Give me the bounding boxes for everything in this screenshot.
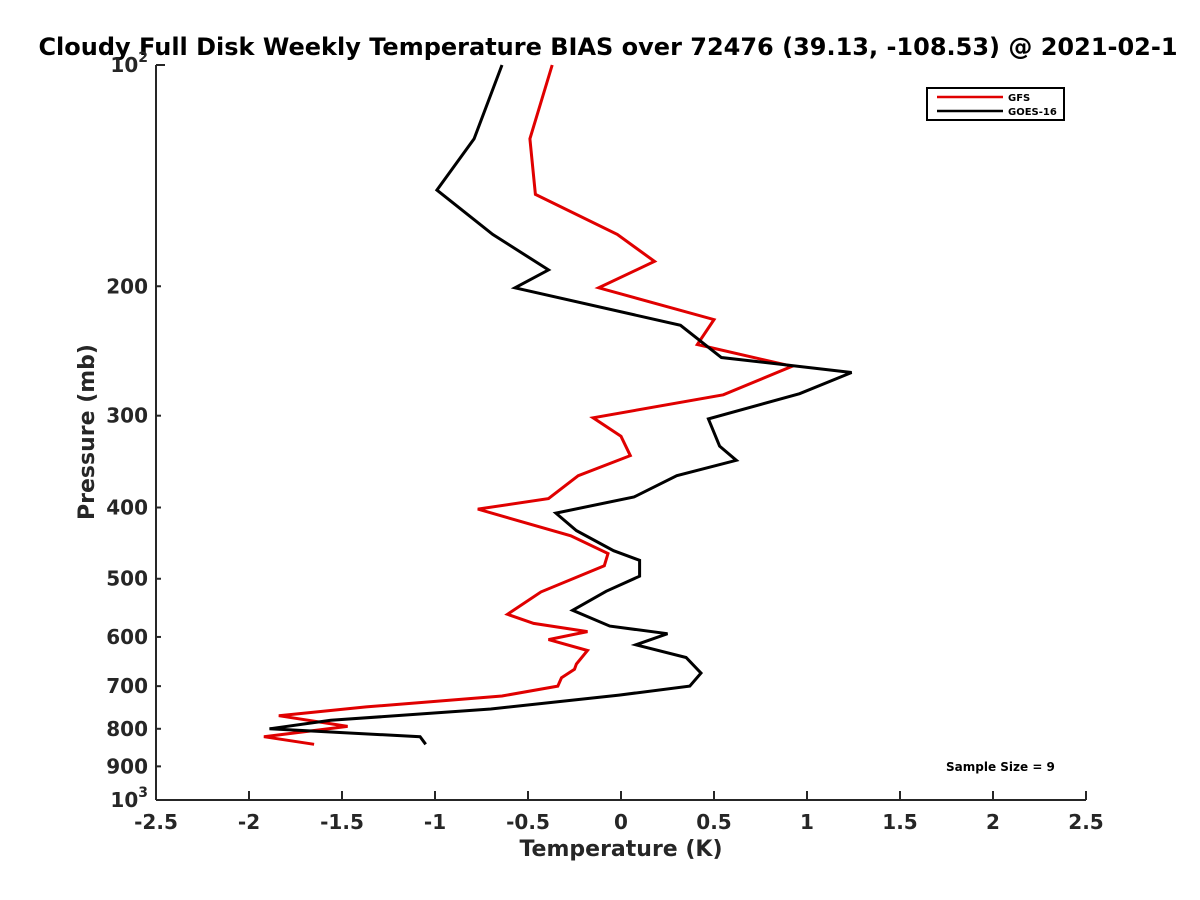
x-tick-label: 0 [614, 810, 628, 834]
series-line-gfs [263, 64, 798, 746]
x-tick-label: 2 [986, 810, 1000, 834]
x-tick-label: -0.5 [506, 810, 550, 834]
legend: GFS GOES-16 [926, 87, 1065, 121]
y-tick-label: 300 [106, 404, 148, 428]
x-tick-label: -1.5 [320, 810, 364, 834]
y-tick-label: 700 [106, 674, 148, 698]
sample-size-annotation: Sample Size = 9 [946, 760, 1055, 774]
series-layer [263, 64, 853, 746]
x-tick-label: 0.5 [696, 810, 731, 834]
x-ticks: -2.5 -2 -1.5 -1 -0.5 0 0.5 1 1.5 2 2.5 [134, 791, 1104, 834]
y-axis-label: Pressure (mb) [75, 344, 100, 520]
y-tick-label: 400 [106, 496, 148, 520]
series-line-goes-16 [269, 64, 853, 746]
y-ticks: 102 200 300 400 500 600 700 800 900 103 [106, 50, 165, 812]
legend-label-gfs: GFS [1008, 93, 1030, 104]
y-tick-label: 103 [110, 785, 148, 812]
y-tick-label: 600 [106, 625, 148, 649]
x-axis-label: Temperature (K) [519, 837, 722, 862]
x-tick-label: 2.5 [1068, 810, 1103, 834]
x-tick-label: -2 [238, 810, 260, 834]
y-tick-label: 500 [106, 567, 148, 591]
y-tick-label: 200 [106, 274, 148, 298]
legend-label-goes16: GOES-16 [1008, 107, 1057, 118]
x-tick-label: 1.5 [882, 810, 917, 834]
x-tick-label: -2.5 [134, 810, 178, 834]
y-tick-label: 102 [110, 50, 148, 77]
x-tick-label: -1 [424, 810, 446, 834]
x-tick-label: 1 [800, 810, 814, 834]
y-tick-label: 800 [106, 717, 148, 741]
legend-box [926, 87, 1065, 121]
chart-title: Cloudy Full Disk Weekly Temperature BIAS… [38, 33, 1177, 61]
y-tick-label: 900 [106, 754, 148, 778]
axes-layer [155, 65, 1086, 801]
